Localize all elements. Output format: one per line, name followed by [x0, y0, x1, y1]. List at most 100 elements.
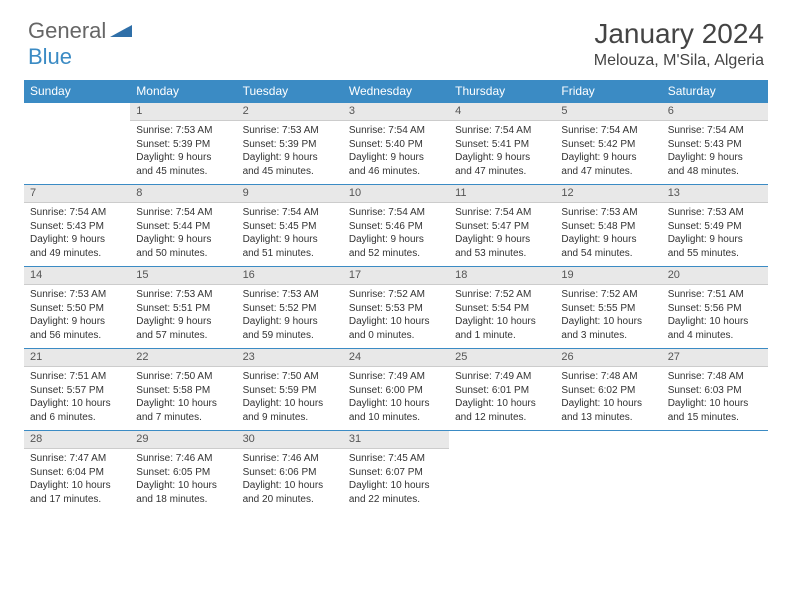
location: Melouza, M'Sila, Algeria [594, 52, 764, 70]
day-number: 26 [555, 349, 661, 367]
sunrise-text: Sunrise: 7:46 AM [136, 452, 230, 466]
logo-text-general: General [28, 18, 106, 44]
day-cell: Sunrise: 7:54 AMSunset: 5:43 PMDaylight:… [24, 203, 130, 267]
day-cell: Sunrise: 7:54 AMSunset: 5:40 PMDaylight:… [343, 121, 449, 185]
daylight-text-1: Daylight: 10 hours [243, 479, 337, 493]
sunrise-text: Sunrise: 7:54 AM [561, 124, 655, 138]
day-cell: Sunrise: 7:52 AMSunset: 5:54 PMDaylight:… [449, 285, 555, 349]
day-cell: Sunrise: 7:51 AMSunset: 5:56 PMDaylight:… [662, 285, 768, 349]
sunrise-text: Sunrise: 7:53 AM [561, 206, 655, 220]
logo-text-blue: Blue [28, 44, 72, 69]
day-cell [662, 449, 768, 513]
title-block: January 2024 Melouza, M'Sila, Algeria [594, 18, 764, 70]
day-number: 24 [343, 349, 449, 367]
day-cell: Sunrise: 7:49 AMSunset: 6:01 PMDaylight:… [449, 367, 555, 431]
day-cell: Sunrise: 7:48 AMSunset: 6:03 PMDaylight:… [662, 367, 768, 431]
day-number: 11 [449, 185, 555, 203]
sunset-text: Sunset: 5:55 PM [561, 302, 655, 316]
sunset-text: Sunset: 5:45 PM [243, 220, 337, 234]
daylight-text-1: Daylight: 9 hours [349, 151, 443, 165]
daylight-text-2: and 45 minutes. [136, 165, 230, 179]
daylight-text-2: and 1 minute. [455, 329, 549, 343]
day-number: 4 [449, 103, 555, 121]
day-number: 29 [130, 431, 236, 449]
month-title: January 2024 [594, 18, 764, 50]
daylight-text-2: and 12 minutes. [455, 411, 549, 425]
daylight-text-2: and 49 minutes. [30, 247, 124, 261]
sunrise-text: Sunrise: 7:48 AM [668, 370, 762, 384]
sunset-text: Sunset: 5:43 PM [668, 138, 762, 152]
daylight-text-1: Daylight: 10 hours [136, 397, 230, 411]
sunset-text: Sunset: 5:40 PM [349, 138, 443, 152]
weekday-header: Tuesday [237, 80, 343, 103]
sunset-text: Sunset: 5:48 PM [561, 220, 655, 234]
daylight-text-2: and 17 minutes. [30, 493, 124, 507]
daylight-text-2: and 7 minutes. [136, 411, 230, 425]
daylight-text-1: Daylight: 10 hours [561, 397, 655, 411]
sunset-text: Sunset: 6:04 PM [30, 466, 124, 480]
header: General January 2024 Melouza, M'Sila, Al… [0, 0, 792, 80]
daylight-text-1: Daylight: 9 hours [561, 233, 655, 247]
day-number: 5 [555, 103, 661, 121]
sunrise-text: Sunrise: 7:54 AM [30, 206, 124, 220]
day-number: 16 [237, 267, 343, 285]
sunset-text: Sunset: 5:44 PM [136, 220, 230, 234]
daylight-text-2: and 20 minutes. [243, 493, 337, 507]
day-cell: Sunrise: 7:54 AMSunset: 5:46 PMDaylight:… [343, 203, 449, 267]
day-number: 10 [343, 185, 449, 203]
day-number: 3 [343, 103, 449, 121]
weekday-header: Sunday [24, 80, 130, 103]
logo-blue-line: Blue [28, 44, 72, 70]
day-number: 25 [449, 349, 555, 367]
day-number: 14 [24, 267, 130, 285]
logo-triangle-icon [110, 21, 132, 42]
day-cell: Sunrise: 7:53 AMSunset: 5:52 PMDaylight:… [237, 285, 343, 349]
daynum-row: 14151617181920 [24, 267, 768, 285]
weekday-header-row: Sunday Monday Tuesday Wednesday Thursday… [24, 80, 768, 103]
sunrise-text: Sunrise: 7:53 AM [243, 124, 337, 138]
calendar-table: Sunday Monday Tuesday Wednesday Thursday… [24, 80, 768, 513]
day-number: 2 [237, 103, 343, 121]
day-number: 8 [130, 185, 236, 203]
daylight-text-1: Daylight: 9 hours [136, 233, 230, 247]
daylight-text-1: Daylight: 10 hours [30, 479, 124, 493]
daylight-text-1: Daylight: 9 hours [243, 233, 337, 247]
daylight-text-2: and 47 minutes. [455, 165, 549, 179]
day-number: 18 [449, 267, 555, 285]
daylight-text-1: Daylight: 10 hours [668, 315, 762, 329]
sunrise-text: Sunrise: 7:53 AM [136, 124, 230, 138]
sunset-text: Sunset: 6:06 PM [243, 466, 337, 480]
content-row: Sunrise: 7:53 AMSunset: 5:50 PMDaylight:… [24, 285, 768, 349]
day-number: 7 [24, 185, 130, 203]
daylight-text-1: Daylight: 9 hours [136, 151, 230, 165]
daylight-text-2: and 45 minutes. [243, 165, 337, 179]
day-cell: Sunrise: 7:54 AMSunset: 5:44 PMDaylight:… [130, 203, 236, 267]
sunset-text: Sunset: 5:41 PM [455, 138, 549, 152]
daylight-text-2: and 9 minutes. [243, 411, 337, 425]
weekday-header: Friday [555, 80, 661, 103]
daylight-text-1: Daylight: 10 hours [243, 397, 337, 411]
daylight-text-2: and 0 minutes. [349, 329, 443, 343]
sunrise-text: Sunrise: 7:50 AM [243, 370, 337, 384]
daylight-text-1: Daylight: 10 hours [455, 397, 549, 411]
daylight-text-1: Daylight: 9 hours [30, 233, 124, 247]
daylight-text-1: Daylight: 9 hours [349, 233, 443, 247]
day-number: 9 [237, 185, 343, 203]
day-cell: Sunrise: 7:50 AMSunset: 5:59 PMDaylight:… [237, 367, 343, 431]
sunset-text: Sunset: 6:05 PM [136, 466, 230, 480]
day-number [24, 103, 130, 121]
day-number: 17 [343, 267, 449, 285]
daylight-text-1: Daylight: 9 hours [243, 151, 337, 165]
daylight-text-2: and 13 minutes. [561, 411, 655, 425]
daylight-text-2: and 53 minutes. [455, 247, 549, 261]
weekday-header: Wednesday [343, 80, 449, 103]
daylight-text-1: Daylight: 10 hours [561, 315, 655, 329]
day-cell [24, 121, 130, 185]
weekday-header: Monday [130, 80, 236, 103]
content-row: Sunrise: 7:54 AMSunset: 5:43 PMDaylight:… [24, 203, 768, 267]
sunset-text: Sunset: 5:39 PM [243, 138, 337, 152]
day-number [662, 431, 768, 449]
sunrise-text: Sunrise: 7:50 AM [136, 370, 230, 384]
sunset-text: Sunset: 5:43 PM [30, 220, 124, 234]
sunrise-text: Sunrise: 7:52 AM [561, 288, 655, 302]
